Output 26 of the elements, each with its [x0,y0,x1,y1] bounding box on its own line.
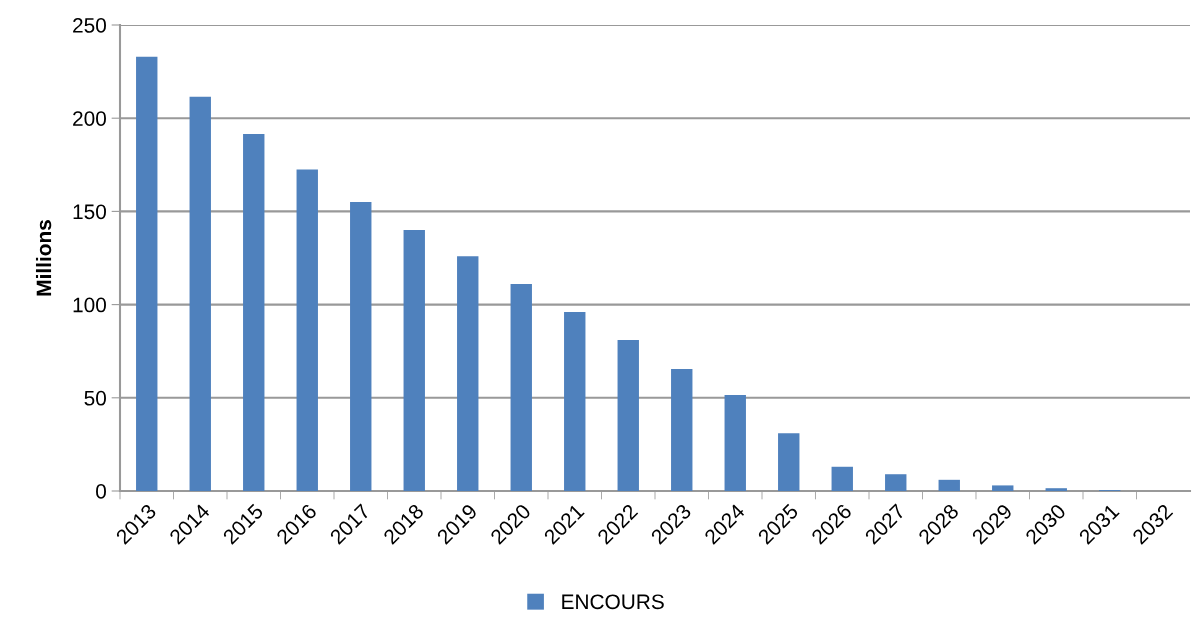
bar [136,56,158,491]
bar [403,230,425,491]
y-tick-label: 250 [73,18,106,33]
bar [992,485,1014,491]
bar [885,474,907,491]
bar [724,395,746,491]
y-tick-label: 50 [84,390,106,406]
bar [938,479,960,491]
bar [296,169,318,491]
bar [457,256,479,491]
bar [510,284,532,491]
bar [350,202,372,491]
y-tick-label: 150 [73,204,106,220]
bar [778,433,800,491]
bar [617,340,639,491]
bar [189,96,211,491]
y-tick-label: 200 [73,111,106,126]
bar [1045,488,1067,491]
y-axis-title: Millions [35,220,52,296]
y-tick-label: 100 [73,297,106,313]
bar [671,368,693,491]
bar [564,312,586,491]
y-tick-label: 0 [96,484,106,499]
bar [831,466,853,491]
bar [243,134,265,491]
legend-label: ENCOURS [562,594,664,610]
